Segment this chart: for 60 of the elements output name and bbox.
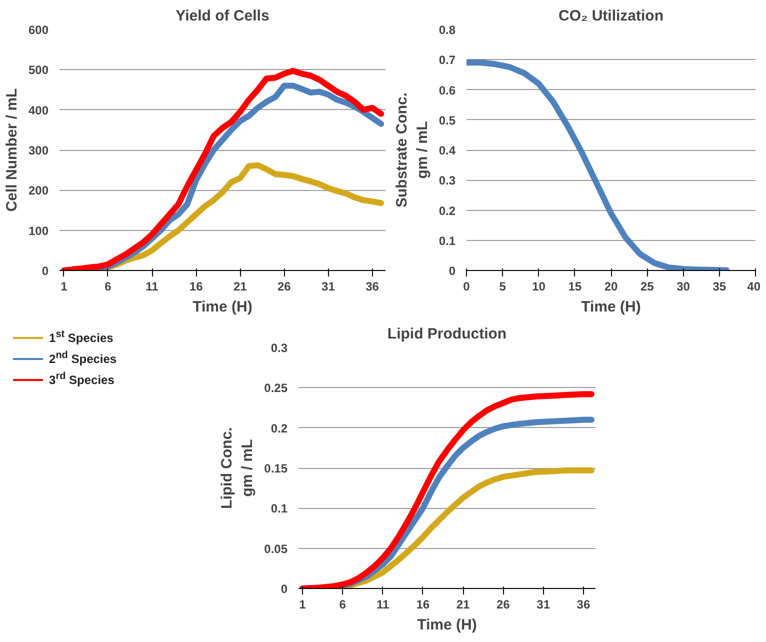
x-axis-title: Time (H) (192, 298, 252, 316)
y-tick-label: 0.05 (264, 542, 288, 556)
x-tick-label: 15 (568, 280, 582, 294)
y-axis-title: Substrate Conc. gm / mL (393, 92, 431, 208)
y-tick-label: 0.7 (438, 53, 456, 68)
x-tick-label: 36 (576, 598, 590, 612)
x-tick-label: 16 (416, 598, 430, 612)
x-tick-label: 5 (499, 280, 506, 294)
x-tick-label: 36 (366, 280, 380, 294)
y-tick-label: 100 (28, 224, 49, 238)
y-tick-label: 0 (42, 264, 49, 278)
legend-label: 1$^{st}$ Species (49, 328, 114, 347)
y-tick-label: 0 (280, 582, 288, 596)
x-axis-title: Time (H) (417, 616, 477, 634)
x-tick-label: 26 (496, 598, 510, 612)
y-tick-label: 300 (28, 144, 49, 158)
x-tick-label: 26 (278, 280, 292, 294)
legend-label: 2$^{nd}$ Species (49, 348, 117, 368)
chart-title: Lipid Production (387, 326, 507, 342)
y-tick-label: 0.4 (438, 144, 456, 158)
chart-title: Yield of Cells (176, 8, 270, 24)
y-tick-label: 0.25 (264, 381, 288, 396)
x-tick-label: 25 (640, 280, 654, 294)
chart-title: CO₂ Utilization (558, 8, 664, 24)
x-tick-label: 1 (60, 280, 68, 294)
x-tick-label: 16 (189, 280, 204, 294)
y-tick-label: 200 (28, 184, 49, 198)
y-tick-label: 0.5 (438, 113, 456, 128)
y-tick-label: 500 (28, 63, 49, 78)
y-tick-label: 0.2 (270, 421, 288, 436)
x-tick-label: 0 (463, 280, 470, 294)
y-tick-label: 0.3 (270, 341, 288, 355)
y-tick-label: 0.6 (438, 83, 456, 98)
x-tick-label: 31 (322, 280, 336, 294)
x-tick-label: 6 (339, 598, 346, 612)
y-tick-label: 0.3 (438, 174, 456, 188)
x-tick-label: 21 (233, 280, 248, 294)
x-tick-label: 31 (536, 598, 550, 612)
y-axis-title: Lipid Conc. gm / mL (218, 427, 256, 509)
x-tick-label: 11 (376, 598, 390, 612)
x-tick-label: 11 (146, 280, 159, 294)
y-tick-label: 0 (448, 264, 456, 278)
y-axis-title: Cell Number / mL (3, 88, 20, 212)
x-tick-label: 20 (604, 280, 618, 294)
y-tick-label: 0.1 (270, 502, 288, 516)
x-tick-label: 40 (747, 280, 761, 294)
x-axis-title: Time (H) (581, 298, 641, 316)
x-tick-label: 10 (532, 280, 546, 294)
x-tick-label: 21 (456, 598, 470, 612)
y-tick-label: 400 (28, 103, 49, 118)
y-tick-label: 600 (28, 23, 49, 37)
x-tick-label: 30 (676, 280, 690, 294)
x-tick-label: 35 (712, 280, 726, 294)
y-tick-label: 0.2 (438, 204, 456, 218)
x-tick-label: 1 (299, 598, 306, 612)
y-tick-label: 0.8 (438, 23, 456, 37)
y-tick-label: 0.1 (438, 234, 456, 248)
legend-label: 3$^{rd}$ Species (49, 370, 114, 389)
y-tick-label: 0.15 (264, 462, 288, 476)
x-tick-label: 6 (104, 280, 112, 294)
